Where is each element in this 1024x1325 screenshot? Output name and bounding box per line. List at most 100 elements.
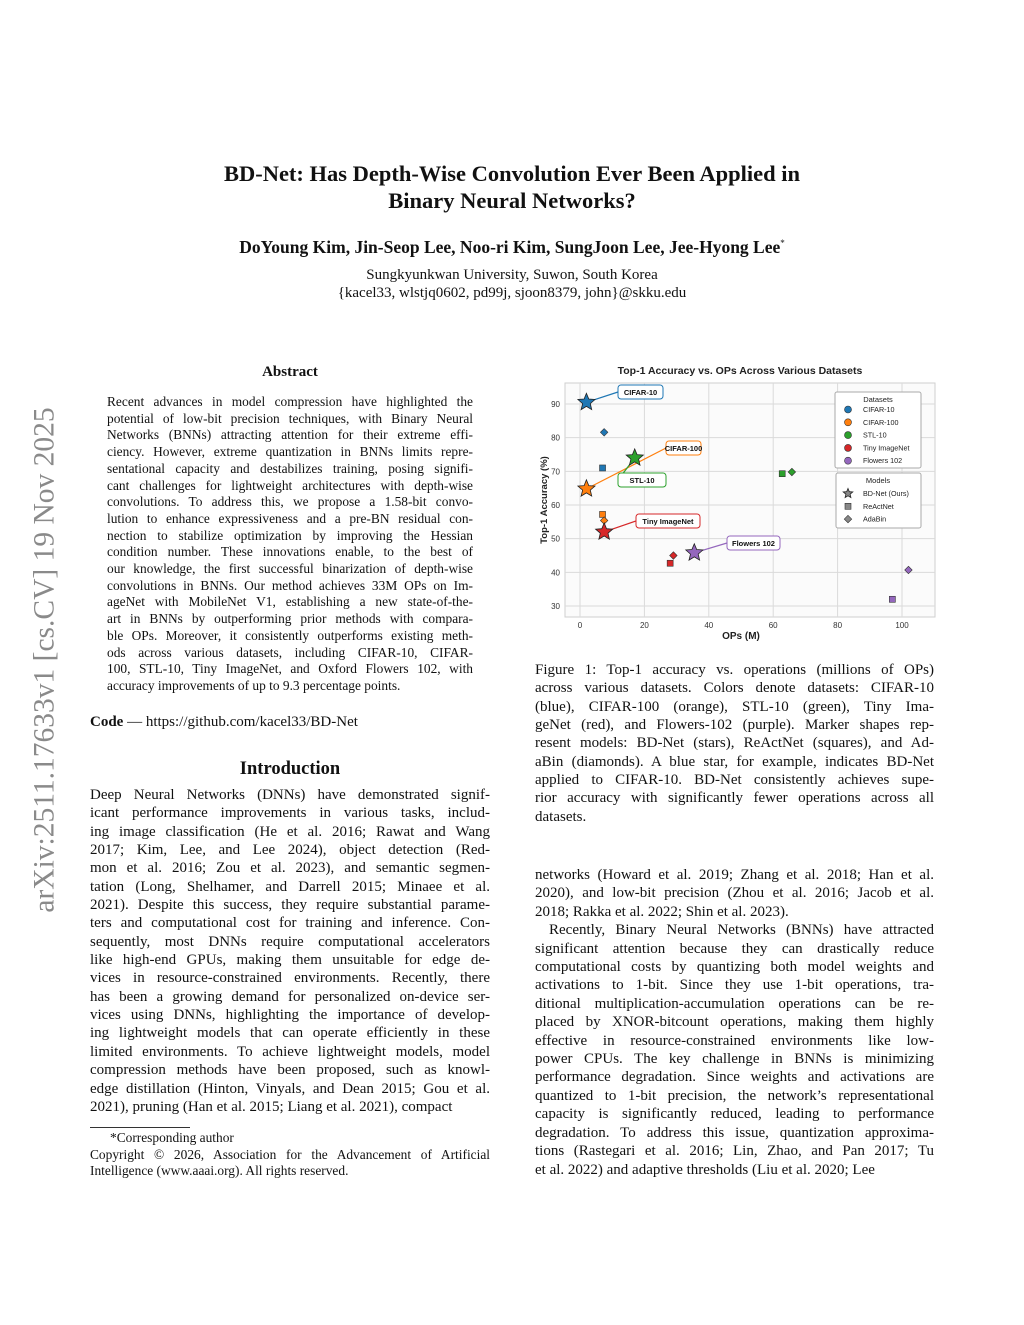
annotation-label: Flowers 102 bbox=[732, 539, 775, 548]
text-line: potential of low-bit precision technique… bbox=[107, 410, 473, 426]
text-line: capacity is significantly reduced, leadi… bbox=[535, 1106, 934, 1123]
text-line: compression methods have been proposed, … bbox=[90, 1062, 490, 1079]
data-point-star bbox=[576, 478, 596, 497]
title-line: Binary Neural Networks? bbox=[388, 188, 636, 213]
text-line: Figure 1: Top-1 accuracy vs. operations … bbox=[535, 662, 934, 678]
text-line: like high-end GPUs, making them unsuitab… bbox=[90, 952, 490, 969]
text-line: 2021). Despite this success, they requir… bbox=[90, 897, 490, 914]
legend-datasets-box bbox=[834, 391, 922, 469]
footnote-copyright: Intelligence (www.aaai.org). All rights … bbox=[90, 1163, 349, 1178]
annotation-label: CIFAR-100 bbox=[665, 444, 703, 453]
annotation-label: Tiny ImageNet bbox=[642, 517, 694, 526]
legend-label: AdaBin bbox=[863, 515, 886, 524]
paragraph: networks (Howard et al. 2019; Zhang et a… bbox=[535, 866, 934, 921]
text-line: degradation. To address this issue, quan… bbox=[535, 1124, 934, 1141]
legend-models-box bbox=[835, 472, 922, 529]
legend-color-dot bbox=[844, 405, 852, 414]
text-line: tation (Long, Shelhamer, and Darrell 201… bbox=[90, 878, 490, 895]
text-line: datasets. bbox=[535, 808, 587, 825]
text-line: effective in resource-constrained enviro… bbox=[535, 1032, 934, 1049]
legend-label: CIFAR-10 bbox=[863, 405, 895, 414]
text-line: mon et al. 2016; Zou et al. 2023), and s… bbox=[90, 860, 490, 877]
text-line: Deep Neural Networks (DNNs) have demonst… bbox=[90, 787, 490, 803]
text-line: our knowledge, the first successful bina… bbox=[107, 561, 473, 577]
x-tick-label: 20 bbox=[640, 621, 649, 630]
text-line: rior accuracy with significantly fewer o… bbox=[535, 790, 934, 807]
data-point-square bbox=[778, 470, 786, 477]
footnote-divider bbox=[90, 1127, 190, 1128]
text-line: convolutions in BNNs. Our method achieve… bbox=[107, 577, 473, 593]
annotation-box bbox=[617, 472, 667, 488]
legend-marker-square bbox=[844, 503, 852, 510]
introduction-body: Deep Neural Networks (DNNs) have demonst… bbox=[90, 786, 490, 1116]
annotation-box bbox=[635, 513, 701, 529]
text-line: ing image classification (He et al. 2016… bbox=[90, 823, 490, 840]
text-line: (blue), CIFAR-100 (orange), STL-10 (gree… bbox=[535, 698, 934, 715]
legend-color-dot bbox=[844, 456, 852, 465]
text-line: sequently, most DNNs require computation… bbox=[90, 933, 490, 950]
data-point-diamond bbox=[904, 565, 913, 575]
data-point-star bbox=[684, 542, 704, 561]
footnote: *Corresponding author Copyright © 2026, … bbox=[90, 1130, 490, 1180]
text-line: 2018; Rakka et al. 2022; Shin et al. 202… bbox=[535, 903, 789, 920]
text-line: across various datasets. Colors denote d… bbox=[535, 680, 934, 697]
text-line: icant performance improvements in variou… bbox=[90, 805, 490, 822]
text-line: performance degradation. Since weights a… bbox=[535, 1069, 934, 1086]
text-line: 2021), pruning (Han et al. 2015; Liang e… bbox=[90, 1098, 453, 1115]
legend-label: ReActNet bbox=[863, 502, 894, 511]
code-separator: — bbox=[123, 714, 146, 730]
paper-title: BD-Net: Has Depth-Wise Convolution Ever … bbox=[0, 160, 1024, 214]
data-point-star bbox=[576, 392, 596, 411]
text-line: ters and computational cost for training… bbox=[90, 915, 490, 932]
text-line: significant attention because they can d… bbox=[535, 940, 934, 957]
text-line: ble OPs. Moreover, it consistently outpe… bbox=[107, 627, 473, 643]
y-tick-label: 40 bbox=[551, 568, 560, 577]
text-line: geNet (red), and Flowers-102 (purple). M… bbox=[535, 717, 934, 734]
text-line: lution to enhance expressiveness and a p… bbox=[107, 510, 473, 526]
text-line: aBin (diamonds). A blue star, for exampl… bbox=[535, 753, 934, 770]
text-line: accuracy improvements of up to 9.3 perce… bbox=[107, 677, 401, 693]
text-line: nection to stabilize optimization by imp… bbox=[107, 527, 473, 543]
text-line: ciency. However, extreme quantization in… bbox=[107, 444, 473, 460]
title-line: BD-Net: Has Depth-Wise Convolution Ever … bbox=[223, 161, 801, 186]
y-tick-label: 50 bbox=[551, 535, 560, 544]
text-line: art in BNNs by outperforming prior metho… bbox=[107, 611, 473, 627]
scatter-chart: 0 20 40 60 80 100 30 40 50 60 70 80 90 Top-1 Accuracy… bbox=[539, 365, 936, 642]
text-line: activations to 1-bit. Since they use 1-b… bbox=[535, 977, 934, 994]
abstract-body: Recent advances in model compression hav… bbox=[107, 394, 473, 695]
annotation-label: STL-10 bbox=[629, 476, 654, 485]
footnote-copyright: Copyright © 2026, Association for the Ad… bbox=[90, 1146, 490, 1162]
text-line: networks (Howard et al. 2019; Zhang et a… bbox=[535, 867, 934, 883]
x-tick-label: 100 bbox=[895, 621, 909, 630]
text-line: applied to CIFAR-10. BD-Net consistently… bbox=[535, 772, 934, 789]
introduction-heading: Introduction bbox=[239, 759, 341, 779]
corresponding-mark: * bbox=[780, 238, 785, 249]
text-line: 100, STL-10, Tiny ImageNet, and Oxford F… bbox=[107, 661, 473, 677]
code-label: Code bbox=[90, 714, 124, 730]
y-tick-label: 90 bbox=[551, 400, 560, 409]
text-line: Networks (BNNs) attracting attention for… bbox=[107, 427, 473, 443]
code-url-link[interactable]: https://github.com/kacel33/BD-Net bbox=[145, 714, 358, 730]
data-point-square bbox=[666, 559, 674, 567]
data-point-diamond bbox=[599, 428, 609, 437]
text-line: ods across various datasets, including C… bbox=[107, 644, 473, 660]
legend-color-dot bbox=[844, 431, 852, 439]
figure-caption: Figure 1: Top-1 accuracy vs. operations … bbox=[535, 661, 934, 826]
text-line: ageNet with MobileNet V1, establishing a… bbox=[107, 594, 473, 610]
text-line: cant challenges for lightweight architec… bbox=[107, 477, 473, 493]
annotation-box bbox=[665, 440, 702, 456]
text-line: tions (Rastegari et al. 2016; Lin, Zhao,… bbox=[535, 1143, 934, 1160]
y-axis-label: Top-1 Accuracy (%) bbox=[539, 456, 550, 544]
text-line: 2017; Kim, Lee, and Lee 2024), object de… bbox=[90, 842, 490, 859]
legend-title: Models bbox=[866, 476, 890, 485]
text-line: resent models: BD-Net (stars), ReActNet … bbox=[535, 735, 934, 752]
text-line: computational costs by quantizing both m… bbox=[535, 959, 934, 976]
data-point-diamond bbox=[669, 551, 678, 560]
legend-label: CIFAR-100 bbox=[863, 418, 899, 427]
text-line: Recent advances in model compression hav… bbox=[107, 394, 473, 409]
arxiv-stamp: arXiv:2511.17633v1 [cs.CV] 19 Nov 2025 bbox=[28, 407, 61, 913]
text-line: ditional multiplication-accumulation ope… bbox=[535, 995, 934, 1012]
y-tick-label: 30 bbox=[551, 602, 560, 611]
legend-color-dot bbox=[844, 418, 852, 427]
text-line: et al. 2022) and adaptive thresholds (Li… bbox=[535, 1161, 875, 1178]
